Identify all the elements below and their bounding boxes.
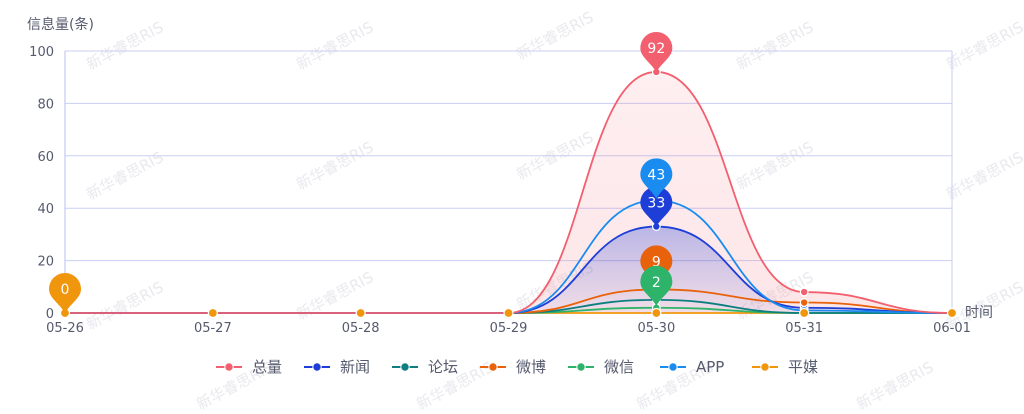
data-point [355,307,366,319]
pin-0-value: 92 [647,41,665,57]
pin-6: 0 [49,273,81,313]
legend-marker [760,362,770,372]
legend-marker [668,362,678,372]
legend-item-4[interactable]: 微信 [568,358,634,376]
watermark-text: 新华睿思RIS [733,18,816,74]
legend-label: 新闻 [340,358,370,376]
series-area-0 [65,71,952,314]
legend-item-3[interactable]: 微博 [480,358,546,376]
watermark-text: 新华睿思RIS [853,358,936,414]
legend-item-0[interactable]: 总量 [216,358,282,376]
legend-item-6[interactable]: 平媒 [752,358,818,376]
legend-marker [312,362,322,372]
legend-label: 论坛 [428,358,458,376]
watermark-text: 新华睿思RIS [943,18,1024,74]
legend-item-2[interactable]: 论坛 [392,358,458,376]
x-tick-label: 05-30 [637,321,675,336]
watermark-text: 新华睿思RIS [83,278,166,334]
watermark-text: 新华睿思RIS [513,8,596,64]
pin-0: 92 [640,31,673,72]
watermark-layer: 新华睿思RIS 新华睿思RIS 新华睿思RIS 新华睿思RIS 新华睿思RIS 新华睿思R… [83,8,1024,414]
data-point [799,307,810,319]
x-tick-label: 05-31 [785,321,823,336]
pin-1-value: 33 [647,196,665,212]
legend-label: 平媒 [788,358,818,376]
watermark-text: 新华睿思RIS [943,148,1024,204]
pin-5: 43 [640,158,673,199]
y-tick-label: 0 [46,307,54,322]
pin-3-value: 9 [652,254,661,270]
legend-item-1[interactable]: 新闻 [304,358,370,376]
legend-label: APP [696,358,724,376]
legend-label: 微信 [604,358,634,376]
data-point [946,307,958,319]
watermark-text: 新华睿思RIS [293,138,376,194]
watermark-text: 新华睿思RIS [83,18,166,74]
pin-1-shape [640,186,673,227]
legend-marker [400,362,410,372]
data-point [799,298,809,307]
watermark-text: 新华睿思RIS [733,138,816,194]
legend-item-5[interactable]: APP [660,358,724,376]
pin-4: 2 [640,265,673,306]
series-area-1 [65,226,952,313]
data-points [59,67,958,319]
x-tick-label: 06-01 [933,321,971,336]
series-line-0 [65,71,953,314]
pin-5-value: 43 [647,167,665,183]
series-lines [65,71,953,314]
data-point [799,287,809,297]
legend-label: 总量 [252,358,282,376]
pin-1: 33 [640,186,673,227]
x-tick-label: 05-27 [194,321,232,336]
data-point [503,307,514,319]
x-tick-label: 05-26 [46,321,84,336]
legend-label: 微博 [516,358,546,376]
legend-marker [224,362,234,372]
data-point [651,307,662,319]
watermark-text: 新华睿思RIS [293,18,376,74]
pin-6-shape [49,273,81,313]
x-tick-label: 05-28 [342,321,380,336]
area-fills [65,71,952,314]
x-tick-label: 05-29 [490,321,528,336]
pin-0-shape [640,31,673,72]
value-pins: 92 9 33 2 43 0 [49,31,673,313]
y-tick-label: 60 [37,150,54,165]
pin-4-shape [640,265,673,306]
watermark-text: 新华睿思RIS [83,148,166,204]
x-axis-title: 时间 [965,305,993,321]
pin-4-value: 2 [652,275,661,291]
y-tick-label: 80 [37,97,54,112]
data-point [207,307,218,319]
legend-marker [576,362,586,372]
pin-5-shape [640,158,673,199]
legend-marker [488,362,498,372]
y-tick-label: 100 [29,45,54,60]
grid-lines [65,50,953,314]
y-tick-label: 40 [37,202,54,217]
legend[interactable]: 总量 新闻 论坛 微博 微信 APP 平媒 [216,358,818,376]
y-axis-title: 信息量(条) [27,16,94,33]
pin-6-value: 0 [61,282,70,298]
y-tick-label: 20 [37,255,54,270]
